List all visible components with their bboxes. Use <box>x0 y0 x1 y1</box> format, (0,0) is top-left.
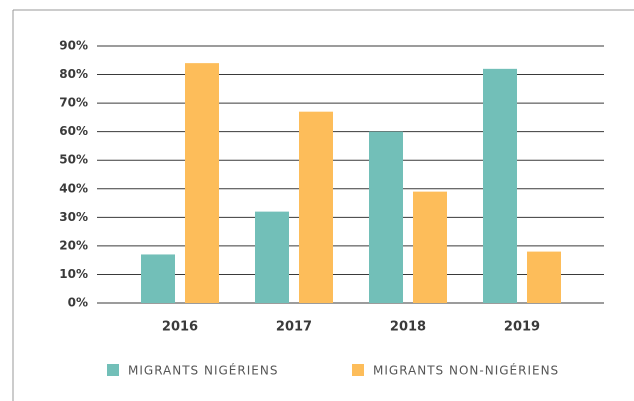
y-tick-label: 80% <box>59 67 88 81</box>
x-tick-label: 2017 <box>276 320 312 335</box>
x-tick-label: 2018 <box>390 320 426 335</box>
x-tick-label: 2019 <box>504 320 540 335</box>
y-tick-label: 60% <box>59 124 88 138</box>
legend-swatch <box>352 364 364 376</box>
y-tick-label: 50% <box>59 153 88 167</box>
legend-label: MIGRANTS NIGÉRIENS <box>128 363 278 378</box>
y-tick-label: 20% <box>59 238 88 252</box>
y-tick-label: 90% <box>59 39 88 53</box>
bar <box>299 111 333 303</box>
bar <box>483 68 517 303</box>
bar <box>255 211 289 303</box>
y-tick-label: 10% <box>59 267 88 281</box>
y-tick-label: 30% <box>59 210 88 224</box>
bar <box>413 191 447 303</box>
y-tick-label: 0% <box>68 296 88 310</box>
bar <box>185 63 219 304</box>
legend-label: MIGRANTS NON-NIGÉRIENS <box>373 363 559 378</box>
bar <box>527 251 561 303</box>
y-tick-label: 70% <box>59 96 88 110</box>
bar <box>141 254 175 303</box>
x-tick-label: 2016 <box>162 320 198 335</box>
bar <box>369 131 403 303</box>
y-tick-label: 40% <box>59 181 88 195</box>
legend-swatch <box>107 364 119 376</box>
